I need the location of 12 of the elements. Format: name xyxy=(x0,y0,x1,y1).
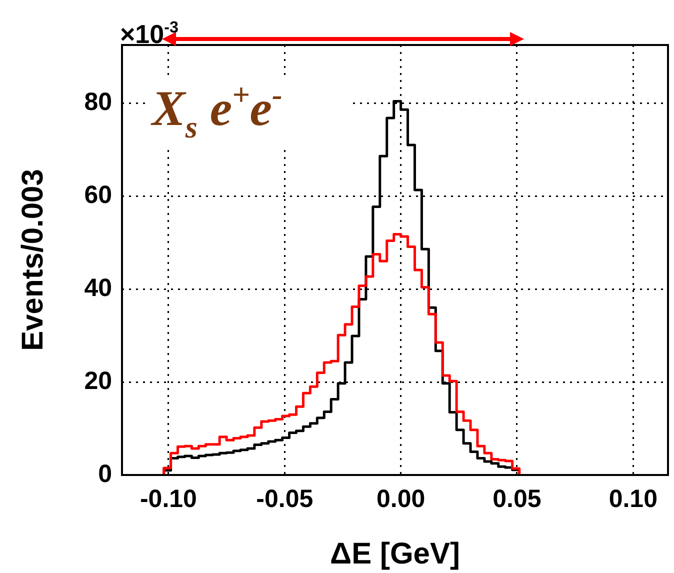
x-tick-label: -0.05 xyxy=(256,484,314,513)
x-tick-label: 0.00 xyxy=(376,484,426,513)
y-tick-label: 20 xyxy=(84,366,112,395)
y-tick-label: 80 xyxy=(84,88,112,116)
y-tick-label: 0 xyxy=(98,460,112,488)
x-tick-label: 0.05 xyxy=(492,484,542,513)
x-tick-label: 0.10 xyxy=(608,484,658,513)
x-tick-label: -0.10 xyxy=(140,484,197,513)
y-tick-label: 60 xyxy=(84,180,112,209)
x-axis-title: ΔE [GeV] xyxy=(330,537,460,570)
y-tick-label: 40 xyxy=(84,274,112,302)
y-axis-title: Events/0.003 xyxy=(16,169,50,351)
